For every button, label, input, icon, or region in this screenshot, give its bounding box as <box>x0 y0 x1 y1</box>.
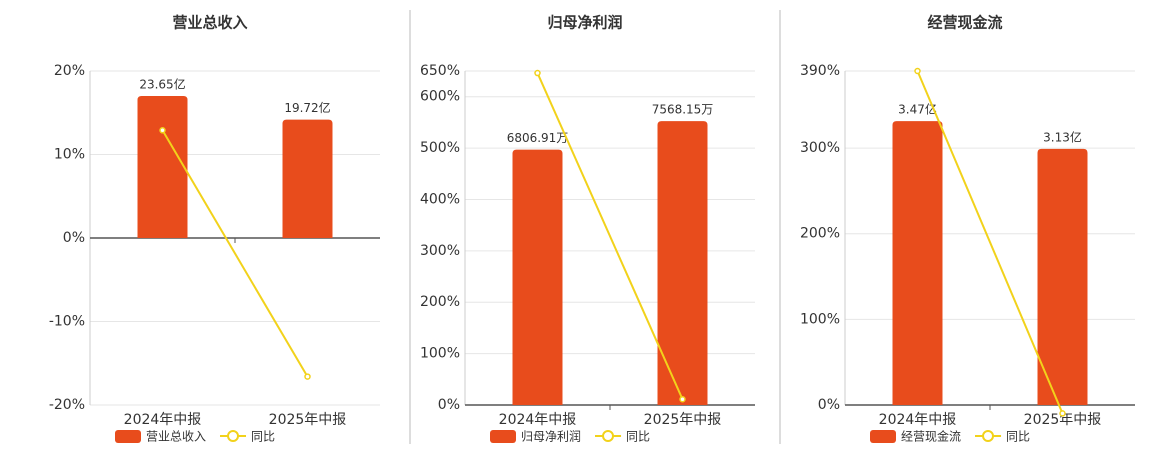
legend-swatch <box>870 430 896 443</box>
bar <box>512 149 563 405</box>
x-tick-label: 2024年中报 <box>499 412 577 428</box>
y-tick-label: 390% <box>800 63 840 79</box>
x-tick-label: 2025年中报 <box>1024 412 1102 428</box>
chart-title: 营业总收入 <box>172 14 247 32</box>
line <box>161 129 309 378</box>
legend-label: 同比 <box>1006 430 1030 444</box>
y-tick-label: 0% <box>438 397 460 413</box>
x-tick-label: 2024年中报 <box>879 412 957 428</box>
y-tick-label: 0% <box>63 230 85 246</box>
point <box>1059 410 1066 417</box>
legend-label: 营业总收入 <box>146 430 206 444</box>
legend-point <box>227 430 240 442</box>
point <box>534 69 541 77</box>
value-label: 23.65亿 <box>139 77 185 92</box>
legend-point <box>982 430 995 442</box>
x-tick-label: 2024年中报 <box>124 412 202 428</box>
point <box>304 373 311 380</box>
y-tick-label: -10% <box>49 314 85 330</box>
y-tick-label: 0% <box>818 397 840 413</box>
line <box>536 72 684 400</box>
y-tick-label: 500% <box>420 140 460 156</box>
line <box>916 70 1064 414</box>
legend-swatch <box>490 430 516 443</box>
legend-label: 同比 <box>251 430 275 444</box>
legend-label: 经营现金流 <box>901 429 961 444</box>
y-tick-label: 100% <box>420 346 460 362</box>
legend-label: 归母净利润 <box>521 430 581 444</box>
legend-label: 同比 <box>626 430 650 444</box>
point <box>679 395 686 403</box>
y-tick-label: 200% <box>420 294 460 310</box>
y-tick-label: 100% <box>800 311 840 327</box>
value-label: 6806.91万 <box>507 131 569 145</box>
value-label: 3.13亿 <box>1043 129 1082 144</box>
y-tick-label: 300% <box>800 140 840 156</box>
bar <box>892 121 943 405</box>
value-label: 19.72亿 <box>284 100 330 115</box>
bar <box>657 121 708 405</box>
bar <box>282 119 333 238</box>
chart-title: 归母净利润 <box>547 14 622 32</box>
x-tick-label: 2025年中报 <box>269 412 347 428</box>
y-tick-label: 20% <box>54 63 85 79</box>
legend-swatch <box>115 430 141 443</box>
point <box>159 127 166 134</box>
y-tick-label: 600% <box>420 89 460 105</box>
point <box>914 67 921 75</box>
chart-title: 经营现金流 <box>927 14 1002 32</box>
y-tick-label: 650% <box>420 63 460 79</box>
y-tick-label: 300% <box>420 243 460 259</box>
value-label: 3.47亿 <box>898 102 937 117</box>
x-tick-label: 2025年中报 <box>644 412 722 428</box>
y-tick-label: 10% <box>54 147 85 163</box>
y-tick-label: -20% <box>49 397 85 413</box>
value-label: 7568.15万 <box>652 103 714 117</box>
bar <box>137 96 188 238</box>
bar <box>1037 148 1088 405</box>
legend-point <box>602 430 615 442</box>
y-tick-label: 400% <box>420 191 460 207</box>
y-tick-label: 200% <box>800 226 840 242</box>
